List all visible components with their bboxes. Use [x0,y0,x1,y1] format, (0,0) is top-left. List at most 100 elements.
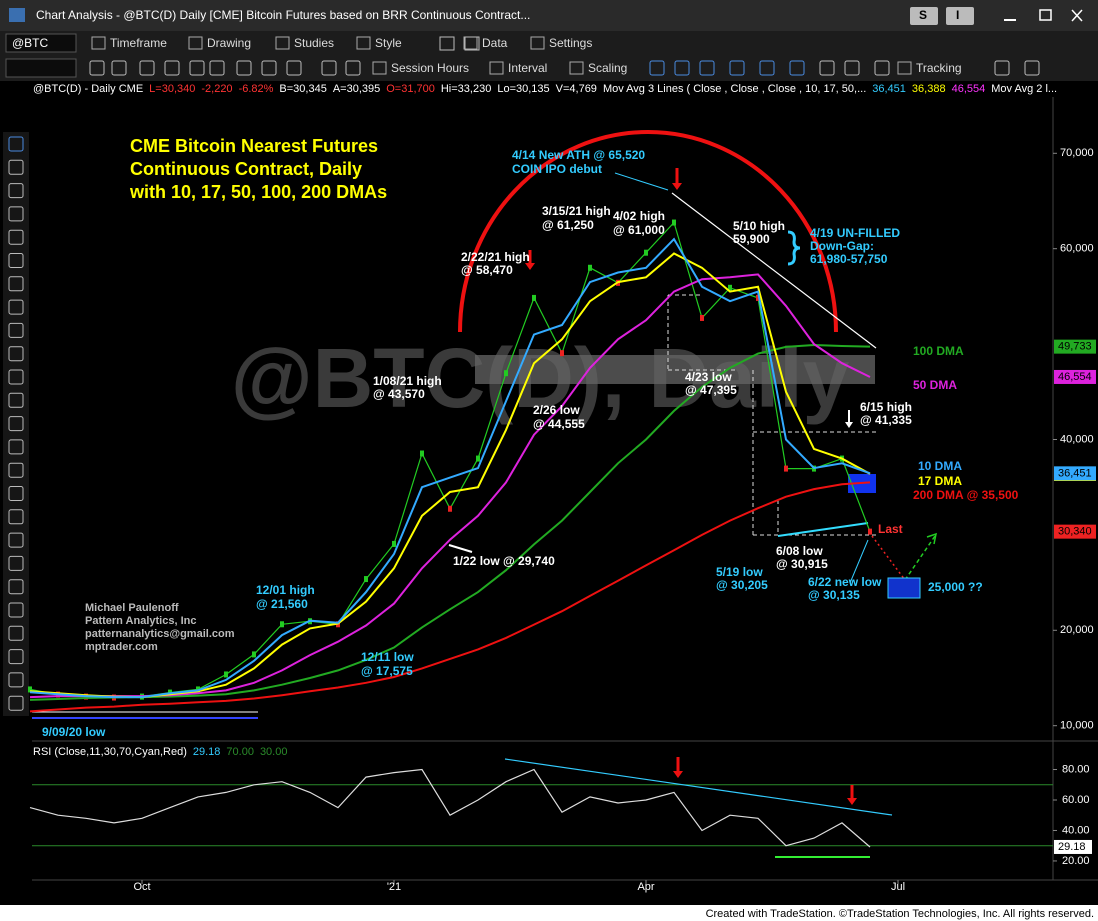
series-label: 100 DMA [913,344,964,358]
toolbar-button[interactable]: Scaling [569,61,627,75]
toolbar-button[interactable]: Studies [275,36,334,50]
y-tick-label: 60,000 [1060,243,1094,255]
x-tick-label: Oct [133,881,150,893]
close[interactable] [1071,9,1083,22]
tool-icon[interactable] [8,183,24,199]
x-tick-label: Apr [637,881,654,893]
toolbar-label: Drawing [207,36,251,50]
toolbar-button[interactable]: Drawing [188,36,251,50]
tool-icon[interactable] [8,322,24,338]
annotation: @ 21,560 [256,597,308,611]
tool-icon[interactable] [789,60,805,76]
tool-icon[interactable] [164,60,180,76]
rsi-header: RSI (Close,11,30,70,Cyan,Red) 29.18 70.00 3… [33,746,287,758]
tool-icon[interactable] [111,60,127,76]
y-tick-label: 40.00 [1062,824,1090,836]
tool-icon[interactable] [261,60,277,76]
tool-icon[interactable] [8,672,24,688]
annotation: @ 61,250 [542,218,594,232]
tool-icon[interactable] [729,60,745,76]
status-item: Lo=30,135 [497,83,549,95]
annotation: 5/10 high [733,219,785,233]
tool-icon[interactable] [759,60,775,76]
tool-icon[interactable] [994,60,1010,76]
window-button[interactable]: I [946,7,974,25]
annotation: @ 41,335 [860,413,912,427]
projection [904,535,936,581]
toolbar-button[interactable]: Session Hours [372,61,469,75]
tool-icon[interactable] [8,625,24,641]
tool-icon[interactable] [8,602,24,618]
tool-icon[interactable] [8,229,24,245]
tool-icon[interactable] [8,649,24,665]
tool-icon[interactable] [8,299,24,315]
white-arrow-head [845,422,853,428]
rsi-chart: RSI (Close,11,30,70,Cyan,Red) 29.18 70.00 3… [29,746,1092,893]
drawing-tools [3,132,29,716]
price-bar [756,294,760,301]
icon [91,36,106,50]
y-tick-label: 80.00 [1062,763,1090,775]
trendline [671,192,877,349]
toolbar [0,31,1098,81]
tool-icon[interactable] [1024,60,1040,76]
symbol-box[interactable]: @BTC [5,33,77,53]
annotation: 12/11 low [361,650,414,664]
tool-icon[interactable] [699,60,715,76]
tool-icon[interactable] [464,36,480,51]
series-line [29,343,871,701]
tool-icon[interactable] [8,509,24,525]
status-item: A=30,395 [333,83,380,95]
tool-icon[interactable] [8,532,24,548]
toolbar-button[interactable]: Interval [489,61,547,75]
tool-icon[interactable] [439,36,455,51]
tool-icon[interactable] [286,60,302,76]
tool-icon[interactable] [674,60,690,76]
annotation: 59,900 [733,232,770,246]
tool-icon[interactable] [8,159,24,175]
tool-icon[interactable] [844,60,860,76]
tool-icon[interactable] [819,60,835,76]
price-bar [420,450,424,457]
tool-icon[interactable] [189,60,205,76]
tool-icon[interactable] [8,206,24,222]
tool-icon[interactable] [8,486,24,501]
toolbar-button[interactable]: Tracking [897,61,962,75]
arrow-head [926,532,937,545]
tool-icon[interactable] [8,253,24,268]
tool-icon[interactable] [209,60,225,76]
tool-icon[interactable] [8,555,24,571]
annotation: 1/22 low @ 29,740 [453,554,555,568]
tool-icon[interactable] [8,439,24,455]
status-item: -6.82% [239,83,274,95]
maximize[interactable] [1039,9,1052,21]
annotation: 4/19 UN-FILLED [810,226,900,240]
toolbar-button[interactable]: Settings [530,36,592,50]
price-chart: @BTC(D), Daily10,00020,00040,00060,00070… [28,130,1096,739]
tool-icon[interactable] [8,695,24,711]
tool-icon[interactable] [649,60,665,76]
toolbar-button[interactable]: Timeframe [91,36,167,50]
toolbar-label: Tracking [916,61,962,75]
tool-icon[interactable] [89,60,105,76]
red-arrow-head [673,771,683,778]
last-value-box [1054,524,1096,539]
tool-icon[interactable] [8,346,24,362]
tool-icon[interactable] [8,276,24,292]
tool-icon[interactable] [8,416,24,432]
tool-icon[interactable] [8,136,24,152]
tool-icon[interactable] [8,579,24,595]
toolbar-button[interactable]: Style [356,36,402,50]
series-label: 200 DMA @ 35,500 [913,488,1019,502]
tool-icon[interactable] [321,60,337,76]
tool-icon[interactable] [236,60,252,76]
tool-icon[interactable] [139,60,155,76]
window-button[interactable]: S [910,7,938,25]
tool-icon[interactable] [874,60,890,76]
symbol-box[interactable] [5,58,77,78]
tool-icon[interactable] [8,369,24,385]
tool-icon[interactable] [345,60,361,76]
tool-icon[interactable] [8,392,24,408]
tool-icon[interactable] [8,462,24,478]
icon [372,61,387,75]
